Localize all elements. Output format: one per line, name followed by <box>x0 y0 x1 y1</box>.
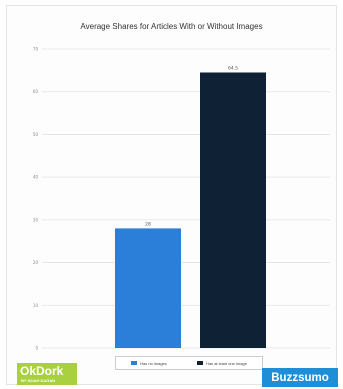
buzzsumo-logo: Buzzsumo <box>262 368 338 387</box>
y-tick-label: 10 <box>33 303 39 308</box>
bar-1 <box>200 72 266 348</box>
data-label-1: 64.5 <box>228 65 238 71</box>
y-tick-label: 60 <box>33 89 39 94</box>
legend-item-no-images: Has no images <box>131 361 167 366</box>
y-tick-label: 50 <box>33 132 39 137</box>
chart-title: Average Shares for Articles With or With… <box>80 22 263 31</box>
okdork-logo-subtext: BY NOAH KAGAN <box>21 378 56 383</box>
y-tick-label: 40 <box>33 175 39 180</box>
y-tick-label: 70 <box>33 47 39 52</box>
legend-label-no-images: Has no images <box>140 360 167 366</box>
okdork-logo: OkDork BY NOAH KAGAN <box>17 363 77 385</box>
bar-0 <box>115 228 181 348</box>
data-label-0: 28 <box>145 221 151 227</box>
y-tick-label: 0 <box>35 346 38 351</box>
y-tick-label: 30 <box>33 217 39 222</box>
legend-swatch-no-images <box>131 361 138 365</box>
chart-legend: Has no images Has at least one image <box>115 356 263 370</box>
legend-swatch-with-image <box>196 361 203 365</box>
legend-label-with-image: Has at least one image <box>205 360 247 366</box>
legend-item-with-image: Has at least one image <box>196 360 247 366</box>
y-tick-label: 20 <box>33 260 39 265</box>
okdork-logo-text: OkDork <box>20 364 64 378</box>
